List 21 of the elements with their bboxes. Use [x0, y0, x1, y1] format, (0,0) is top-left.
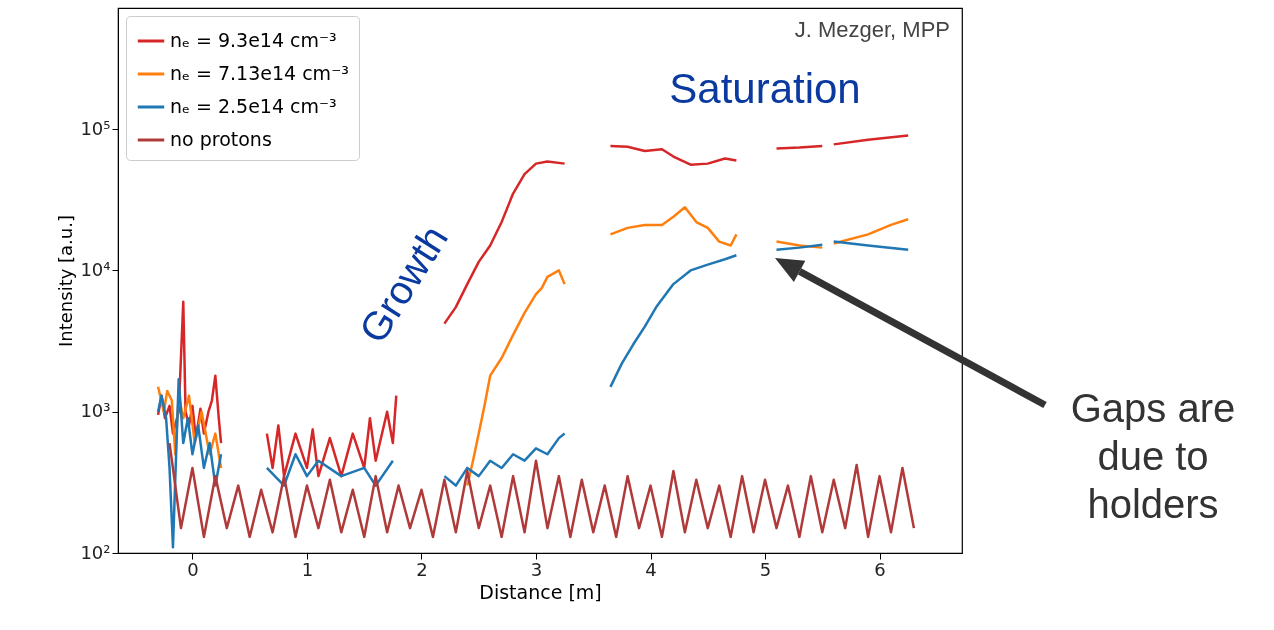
- x-axis-title: Distance [m]: [479, 580, 602, 603]
- x-tick-label: 0: [187, 558, 199, 580]
- text: Gaps are due to holders: [1070, 386, 1236, 526]
- y-tick-label: 10³: [80, 400, 111, 422]
- legend-label: nₑ = 7.13e14 cm⁻³: [170, 62, 349, 84]
- x-tick-label: 5: [759, 558, 772, 580]
- x-tick-label: 2: [416, 558, 428, 580]
- y-axis-title: Intensity [a.u.]: [55, 215, 77, 347]
- x-tick-label: 4: [645, 558, 657, 580]
- y-tick-label: 10⁴: [80, 258, 111, 280]
- y-tick-label: 10⁵: [80, 117, 111, 139]
- annotation: Saturation: [669, 65, 861, 112]
- line-series: [168, 441, 916, 539]
- legend-label: nₑ = 2.5e14 cm⁻³: [170, 95, 337, 117]
- x-tick-label: 1: [301, 558, 314, 580]
- legend-label: nₑ = 9.3e14 cm⁻³: [170, 29, 337, 51]
- legend-label: no protons: [170, 128, 272, 150]
- x-tick-label: 3: [530, 558, 543, 580]
- y-tick-label: 10²: [80, 541, 111, 563]
- x-tick-label: 6: [874, 558, 886, 580]
- annotation: J. Mezger, MPP: [794, 17, 950, 42]
